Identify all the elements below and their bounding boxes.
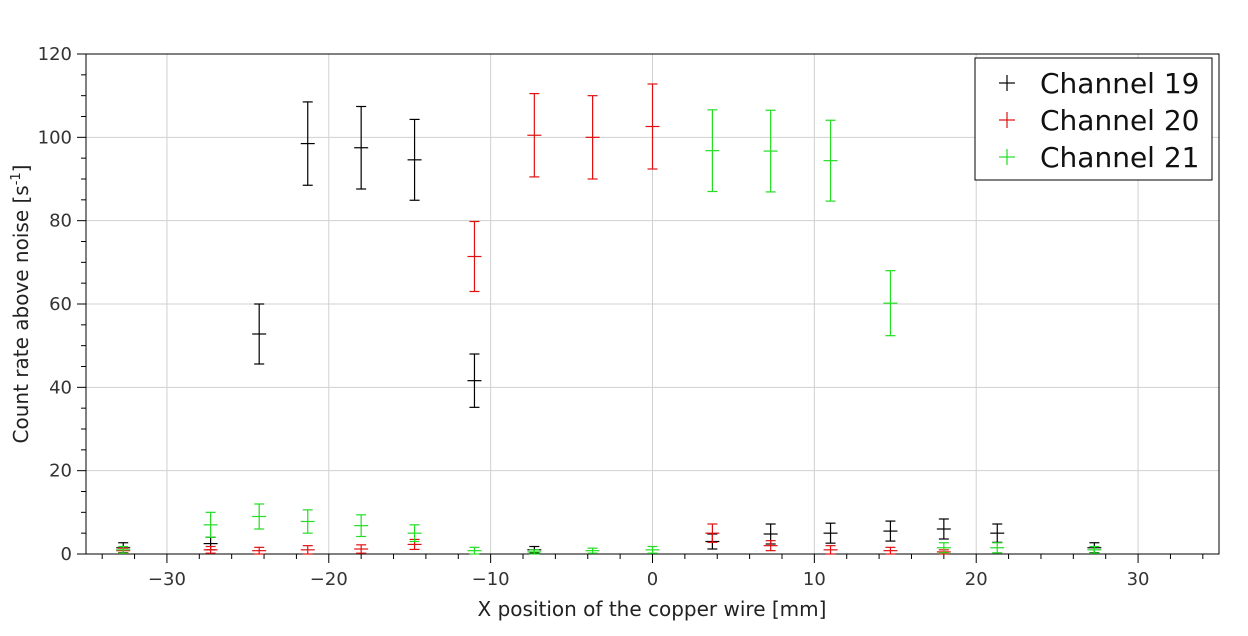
ticks: −30 −20 −10 0 10 20 30 0 20 40 60 80 100 120 [38, 44, 1204, 590]
y-tick-label: 20 [49, 461, 72, 482]
data-point [467, 220, 482, 293]
y-tick-label: 60 [49, 294, 72, 315]
data-point [1087, 545, 1102, 554]
data-point [883, 546, 898, 555]
data-point [585, 95, 600, 180]
data-point [823, 522, 838, 544]
y-axis-title: Count rate above noise [s-1] [9, 165, 33, 444]
data-point [645, 545, 660, 554]
data-point [585, 547, 600, 554]
data-point [354, 514, 369, 538]
data-point [990, 542, 1005, 554]
x-tick-label: 20 [965, 569, 988, 590]
legend-item: Channel 20 [999, 104, 1199, 137]
x-tick-label: 30 [1127, 569, 1150, 590]
y-axis-title-main: Count rate above noise [s [9, 185, 33, 443]
y-tick-label: 0 [61, 544, 72, 565]
data-point [300, 545, 315, 555]
data-point [300, 509, 315, 534]
data-point [407, 118, 422, 201]
y-axis-title-sup: -1 [9, 172, 24, 185]
data-point [823, 119, 838, 202]
data-point [203, 511, 218, 538]
legend: Channel 19 Channel 20 Channel 21 [974, 57, 1213, 181]
data-point [883, 270, 898, 337]
data-point [763, 109, 778, 193]
legend-box [974, 57, 1213, 181]
series-layer [116, 83, 1102, 555]
data-point [763, 540, 778, 552]
series-1 [116, 101, 1102, 554]
legend-item: Channel 19 [999, 67, 1199, 100]
data-point [354, 544, 369, 554]
data-point [936, 542, 951, 554]
x-tick-label: −20 [310, 569, 348, 590]
y-axis-title-end: ] [9, 165, 33, 173]
data-point [467, 353, 482, 408]
series-3 [116, 109, 1102, 555]
y-tick-label: 100 [38, 127, 72, 148]
data-point [252, 503, 267, 530]
y-tick-label: 40 [49, 377, 72, 398]
data-point [705, 523, 720, 543]
x-tick-label: −30 [148, 569, 186, 590]
legend-label: Channel 19 [1040, 67, 1199, 100]
series-2 [116, 83, 951, 555]
data-point [883, 520, 898, 542]
data-point [936, 518, 951, 540]
y-tick-label: 120 [38, 44, 72, 65]
data-point [203, 545, 218, 554]
data-point [527, 549, 542, 555]
x-tick-label: 0 [647, 569, 658, 590]
data-point [645, 83, 660, 170]
data-point [990, 523, 1005, 543]
data-point [823, 545, 838, 555]
data-point [705, 109, 720, 193]
data-point [252, 546, 267, 555]
data-point [407, 524, 422, 543]
data-point [116, 545, 131, 554]
data-point [467, 546, 482, 555]
x-tick-label: −10 [472, 569, 510, 590]
data-point [300, 101, 315, 186]
legend-items: Channel 19 Channel 20 Channel 21 [999, 67, 1199, 174]
x-tick-label: 10 [803, 569, 826, 590]
data-point [354, 105, 369, 190]
x-axis-title: X position of the copper wire [mm] [478, 597, 827, 621]
y-tick-label: 80 [49, 211, 72, 232]
legend-label: Channel 20 [1040, 104, 1199, 137]
data-point [527, 92, 542, 178]
data-point [252, 303, 267, 365]
legend-item: Channel 21 [999, 141, 1199, 174]
legend-label: Channel 21 [1040, 141, 1199, 174]
